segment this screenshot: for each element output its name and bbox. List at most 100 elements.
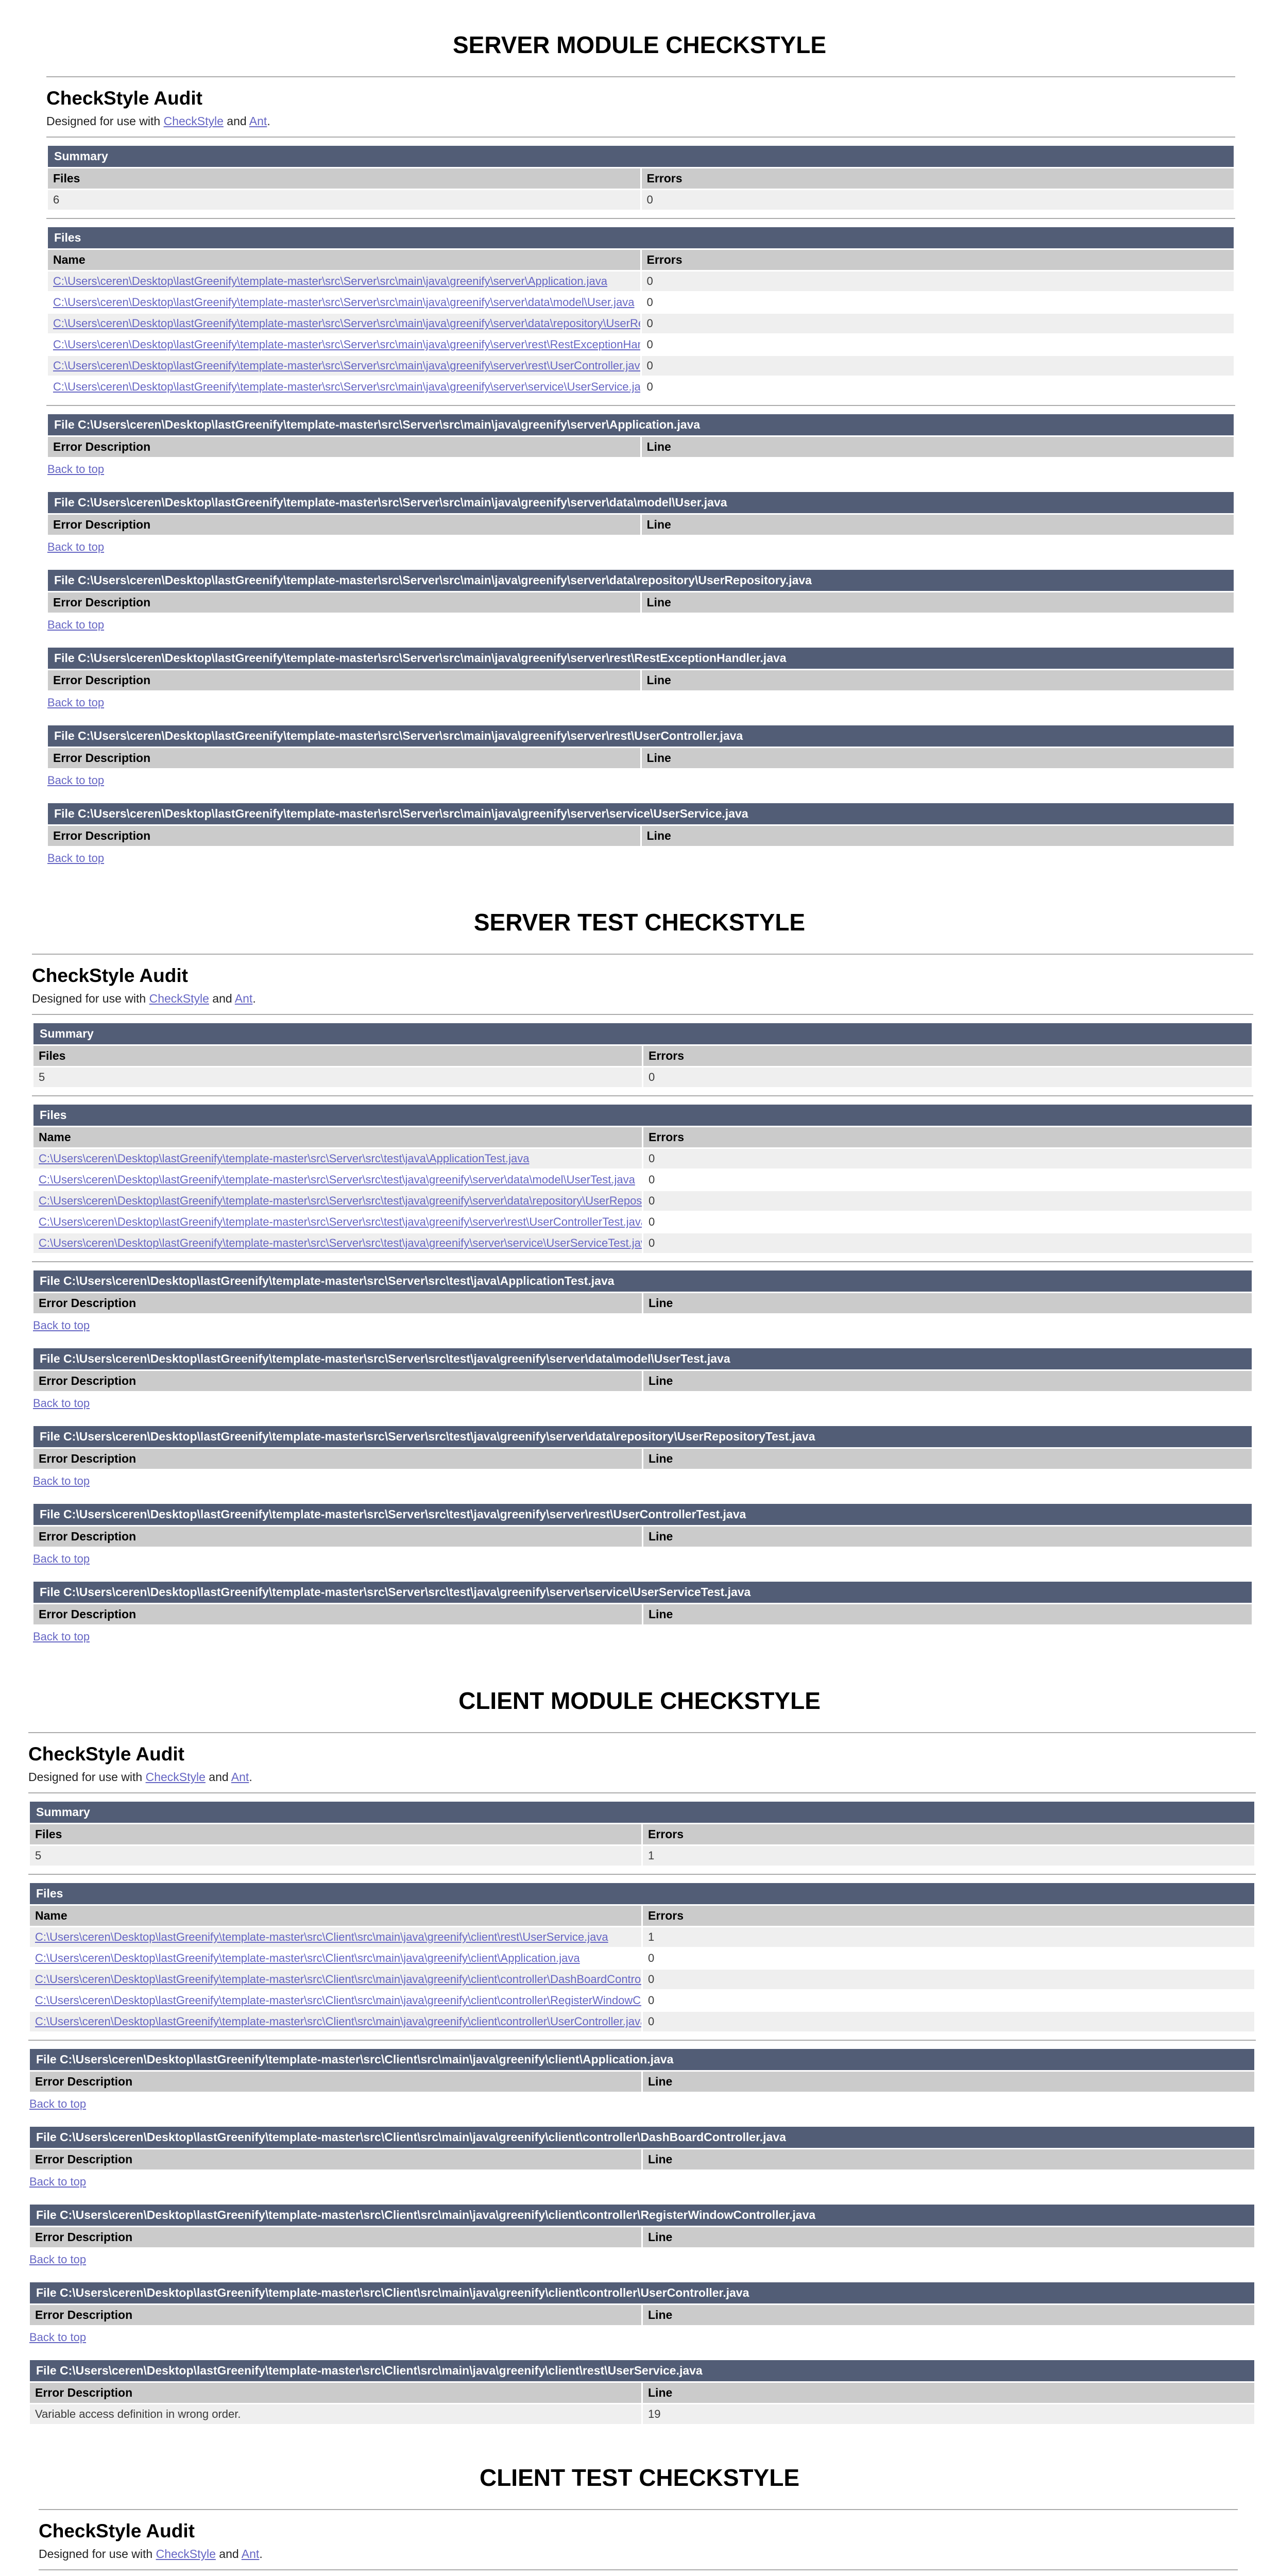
- file-link[interactable]: C:\Users\ceren\Desktop\lastGreenify\temp…: [35, 2015, 641, 2028]
- file-detail-table: File C:\Users\ceren\Desktop\lastGreenify…: [46, 413, 1235, 459]
- divider: [46, 76, 1235, 77]
- file-link[interactable]: C:\Users\ceren\Desktop\lastGreenify\temp…: [39, 1194, 642, 1207]
- file-name-cell: C:\Users\ceren\Desktop\lastGreenify\temp…: [48, 293, 640, 312]
- file-detail-path: C:\Users\ceren\Desktop\lastGreenify\temp…: [60, 2130, 786, 2144]
- tagline-text: Designed for use with: [32, 992, 149, 1005]
- back-to-top-link[interactable]: Back to top: [47, 774, 105, 787]
- summary-files-value: 5: [33, 1067, 642, 1087]
- tagline-text: Designed for use with: [46, 114, 164, 128]
- file-row: C:\Users\ceren\Desktop\lastGreenify\temp…: [33, 1212, 1252, 1232]
- files-header-bar: Files: [48, 227, 1234, 248]
- file-row: C:\Users\ceren\Desktop\lastGreenify\temp…: [48, 356, 1234, 376]
- file-errors-count: 0: [641, 356, 1234, 376]
- name-column-header: Name: [48, 250, 640, 270]
- errors-column-header: Errors: [643, 1824, 1254, 1844]
- file-name-cell: C:\Users\ceren\Desktop\lastGreenify\temp…: [33, 1170, 642, 1190]
- file-name-cell: C:\Users\ceren\Desktop\lastGreenify\temp…: [33, 1191, 642, 1211]
- file-detail-table: File C:\Users\ceren\Desktop\lastGreenify…: [32, 1580, 1253, 1626]
- back-to-top-link[interactable]: Back to top: [47, 852, 105, 865]
- file-detail-block: File C:\Users\ceren\Desktop\lastGreenify…: [28, 2281, 1256, 2349]
- errors-column-header: Errors: [643, 1127, 1252, 1147]
- file-errors-count: 0: [643, 1970, 1254, 1989]
- ant-link[interactable]: Ant: [231, 1770, 249, 1784]
- back-to-top-link[interactable]: Back to top: [33, 1397, 90, 1410]
- file-name-cell: C:\Users\ceren\Desktop\lastGreenify\temp…: [30, 1927, 641, 1947]
- file-detail-header-bar: File C:\Users\ceren\Desktop\lastGreenify…: [48, 803, 1234, 824]
- file-link[interactable]: C:\Users\ceren\Desktop\lastGreenify\temp…: [35, 1952, 580, 1964]
- back-to-top-link[interactable]: Back to top: [29, 2253, 87, 2266]
- line-column-header: Line: [643, 2227, 1254, 2247]
- file-detail-header-bar: File C:\Users\ceren\Desktop\lastGreenify…: [33, 1270, 1252, 1292]
- file-detail-table: File C:\Users\ceren\Desktop\lastGreenify…: [32, 1347, 1253, 1393]
- files-table: Files Name Errors C:\Users\ceren\Desktop…: [28, 1882, 1256, 2033]
- file-link[interactable]: C:\Users\ceren\Desktop\lastGreenify\temp…: [39, 1236, 642, 1249]
- file-link[interactable]: C:\Users\ceren\Desktop\lastGreenify\temp…: [53, 359, 640, 372]
- file-link[interactable]: C:\Users\ceren\Desktop\lastGreenify\temp…: [39, 1173, 635, 1186]
- back-to-top-link[interactable]: Back to top: [29, 2331, 87, 2344]
- error-description-column-header: Error Description: [30, 2383, 641, 2403]
- checkstyle-link[interactable]: CheckStyle: [156, 2547, 216, 2561]
- file-link[interactable]: C:\Users\ceren\Desktop\lastGreenify\temp…: [39, 1215, 642, 1228]
- file-detail-path: C:\Users\ceren\Desktop\lastGreenify\temp…: [78, 418, 701, 431]
- file-link[interactable]: C:\Users\ceren\Desktop\lastGreenify\temp…: [35, 1930, 608, 1943]
- files-header-bar: Files: [33, 1105, 1252, 1126]
- file-detail-path: C:\Users\ceren\Desktop\lastGreenify\temp…: [60, 2208, 816, 2222]
- back-to-top-link[interactable]: Back to top: [47, 618, 105, 631]
- file-detail-block: File C:\Users\ceren\Desktop\lastGreenify…: [28, 2203, 1256, 2272]
- checkstyle-link[interactable]: CheckStyle: [163, 114, 224, 128]
- error-row: Variable access definition in wrong orde…: [30, 2404, 1254, 2424]
- file-link[interactable]: C:\Users\ceren\Desktop\lastGreenify\temp…: [53, 380, 640, 393]
- back-to-top-link[interactable]: Back to top: [47, 696, 105, 709]
- error-description-column-header: Error Description: [48, 748, 640, 768]
- error-description-column-header: Error Description: [33, 1527, 642, 1547]
- back-to-top-link[interactable]: Back to top: [47, 540, 105, 553]
- file-detail-path: C:\Users\ceren\Desktop\lastGreenify\temp…: [63, 1274, 615, 1287]
- tagline-text: .: [259, 2547, 263, 2561]
- file-prefix-label: File: [40, 1585, 64, 1599]
- back-to-top-link[interactable]: Back to top: [33, 1319, 90, 1332]
- section-body: CheckStyle Audit Designed for use with C…: [0, 1732, 1279, 2426]
- file-link[interactable]: C:\Users\ceren\Desktop\lastGreenify\temp…: [53, 296, 635, 309]
- ant-link[interactable]: Ant: [241, 2547, 260, 2561]
- file-errors-count: 0: [641, 335, 1234, 354]
- file-detail-table: File C:\Users\ceren\Desktop\lastGreenify…: [46, 646, 1235, 692]
- line-column-header: Line: [643, 1371, 1252, 1391]
- divider: [32, 954, 1253, 955]
- file-name-cell: C:\Users\ceren\Desktop\lastGreenify\temp…: [30, 1991, 641, 2010]
- file-link[interactable]: C:\Users\ceren\Desktop\lastGreenify\temp…: [53, 275, 607, 287]
- file-detail-block: File C:\Users\ceren\Desktop\lastGreenify…: [32, 1502, 1253, 1571]
- errors-column-header: Errors: [643, 1906, 1254, 1926]
- audit-heading: CheckStyle Audit: [46, 88, 202, 109]
- file-detail-block: File C:\Users\ceren\Desktop\lastGreenify…: [28, 2125, 1256, 2194]
- file-prefix-label: File: [36, 2208, 60, 2222]
- file-link[interactable]: C:\Users\ceren\Desktop\lastGreenify\temp…: [53, 338, 640, 351]
- back-to-top-link[interactable]: Back to top: [33, 1552, 90, 1565]
- file-detail-table: File C:\Users\ceren\Desktop\lastGreenify…: [46, 490, 1235, 536]
- section-title: SERVER MODULE CHECKSTYLE: [452, 31, 827, 58]
- ant-link[interactable]: Ant: [234, 992, 253, 1005]
- checkstyle-link[interactable]: CheckStyle: [145, 1770, 206, 1784]
- back-to-top-link[interactable]: Back to top: [29, 2097, 87, 2110]
- file-detail-block: File C:\Users\ceren\Desktop\lastGreenify…: [46, 802, 1235, 870]
- errors-column-header: Errors: [641, 250, 1234, 270]
- back-to-top-link[interactable]: Back to top: [29, 2175, 87, 2188]
- file-link[interactable]: C:\Users\ceren\Desktop\lastGreenify\temp…: [39, 1152, 530, 1165]
- ant-link[interactable]: Ant: [249, 114, 267, 128]
- file-name-cell: C:\Users\ceren\Desktop\lastGreenify\temp…: [33, 1212, 642, 1232]
- file-prefix-label: File: [36, 2364, 60, 2377]
- file-detail-table: File C:\Users\ceren\Desktop\lastGreenify…: [28, 2281, 1256, 2327]
- back-to-top-link[interactable]: Back to top: [47, 463, 105, 476]
- file-detail-header-bar: File C:\Users\ceren\Desktop\lastGreenify…: [48, 648, 1234, 669]
- checkstyle-link[interactable]: CheckStyle: [149, 992, 209, 1005]
- section-client-test-checkstyle: CLIENT TEST CHECKSTYLE CheckStyle Audit …: [0, 2464, 1279, 2576]
- file-row: C:\Users\ceren\Desktop\lastGreenify\temp…: [33, 1191, 1252, 1211]
- file-link[interactable]: C:\Users\ceren\Desktop\lastGreenify\temp…: [35, 1994, 641, 2007]
- back-to-top-link[interactable]: Back to top: [33, 1475, 90, 1487]
- file-errors-count: 0: [643, 1149, 1252, 1168]
- file-link[interactable]: C:\Users\ceren\Desktop\lastGreenify\temp…: [53, 317, 640, 330]
- back-to-top-link[interactable]: Back to top: [33, 1630, 90, 1643]
- tagline: Designed for use with CheckStyle and Ant…: [32, 992, 1253, 1006]
- file-detail-header-bar: File C:\Users\ceren\Desktop\lastGreenify…: [33, 1426, 1252, 1447]
- file-name-cell: C:\Users\ceren\Desktop\lastGreenify\temp…: [33, 1233, 642, 1253]
- file-link[interactable]: C:\Users\ceren\Desktop\lastGreenify\temp…: [35, 1973, 641, 1986]
